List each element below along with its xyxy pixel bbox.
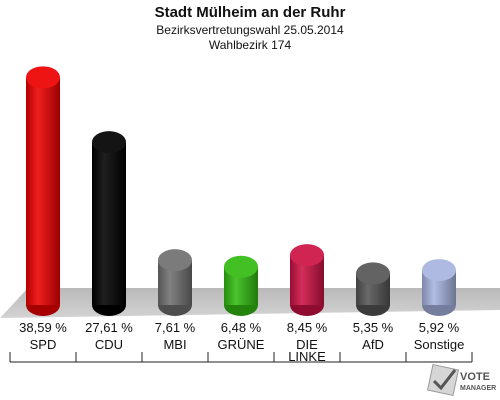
category-label-mbi: MBI	[163, 337, 186, 352]
chart-subtitle: Bezirksvertretungswahl 25.05.2014	[156, 23, 344, 37]
bar-top	[92, 131, 126, 154]
category-label-sonstige: Sonstige	[414, 337, 465, 352]
category-label-gr-ne: GRÜNE	[218, 337, 265, 352]
value-label-mbi: 7,61 %	[155, 320, 196, 335]
category-label-die-linke: LINKE	[288, 349, 326, 364]
bars	[26, 66, 456, 316]
category-label-spd: SPD	[30, 337, 57, 352]
bar-top	[422, 259, 456, 282]
checkmark-icon	[426, 363, 460, 397]
category-label-cdu: CDU	[95, 337, 123, 352]
bar-gr-ne	[224, 255, 258, 316]
value-label-gr-ne: 6,48 %	[221, 320, 262, 335]
chart-title: Stadt Mülheim an der Ruhr	[155, 4, 346, 21]
bar-body	[92, 142, 126, 305]
vote-manager-logo: VOTE MANAGER	[426, 363, 496, 397]
bar-afd	[356, 262, 390, 316]
logo-line1: VOTE	[460, 371, 490, 383]
value-labels: 38,59 % 27,61 % 7,61 % 6,48 % 8,45 % 5,35 % 5,…	[19, 320, 460, 335]
value-label-cdu: 27,61 %	[85, 320, 133, 335]
bar-top	[290, 244, 324, 267]
axis-ticks	[9, 352, 473, 362]
bar-die-linke	[290, 244, 324, 316]
value-label-spd: 38,59 %	[19, 320, 67, 335]
bar-sonstige	[422, 259, 456, 316]
bar-spd	[26, 66, 60, 316]
chart-subtitle-district: Wahlbezirk 174	[209, 38, 292, 52]
bar-top	[224, 255, 258, 278]
category-label-afd: AfD	[362, 337, 384, 352]
value-label-sonstige: 5,92 %	[419, 320, 460, 335]
bar-cdu	[92, 131, 126, 316]
bar-top	[26, 66, 60, 89]
value-label-die-linke: 8,45 %	[287, 320, 328, 335]
category-label-die-linke: DIE	[296, 337, 318, 352]
bar-top	[356, 262, 390, 285]
bar-mbi	[158, 249, 192, 316]
bar-top	[158, 249, 192, 272]
value-label-afd: 5,35 %	[353, 320, 394, 335]
logo-line2: MANAGER	[460, 385, 496, 392]
bar-body	[26, 77, 60, 305]
